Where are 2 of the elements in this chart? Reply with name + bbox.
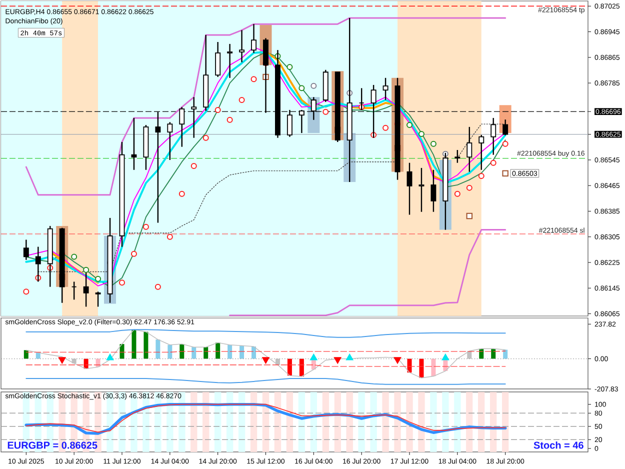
- text: Stoch = 46: [534, 441, 584, 449]
- annotation: EURGBP = 0.86625: [8, 442, 98, 449]
